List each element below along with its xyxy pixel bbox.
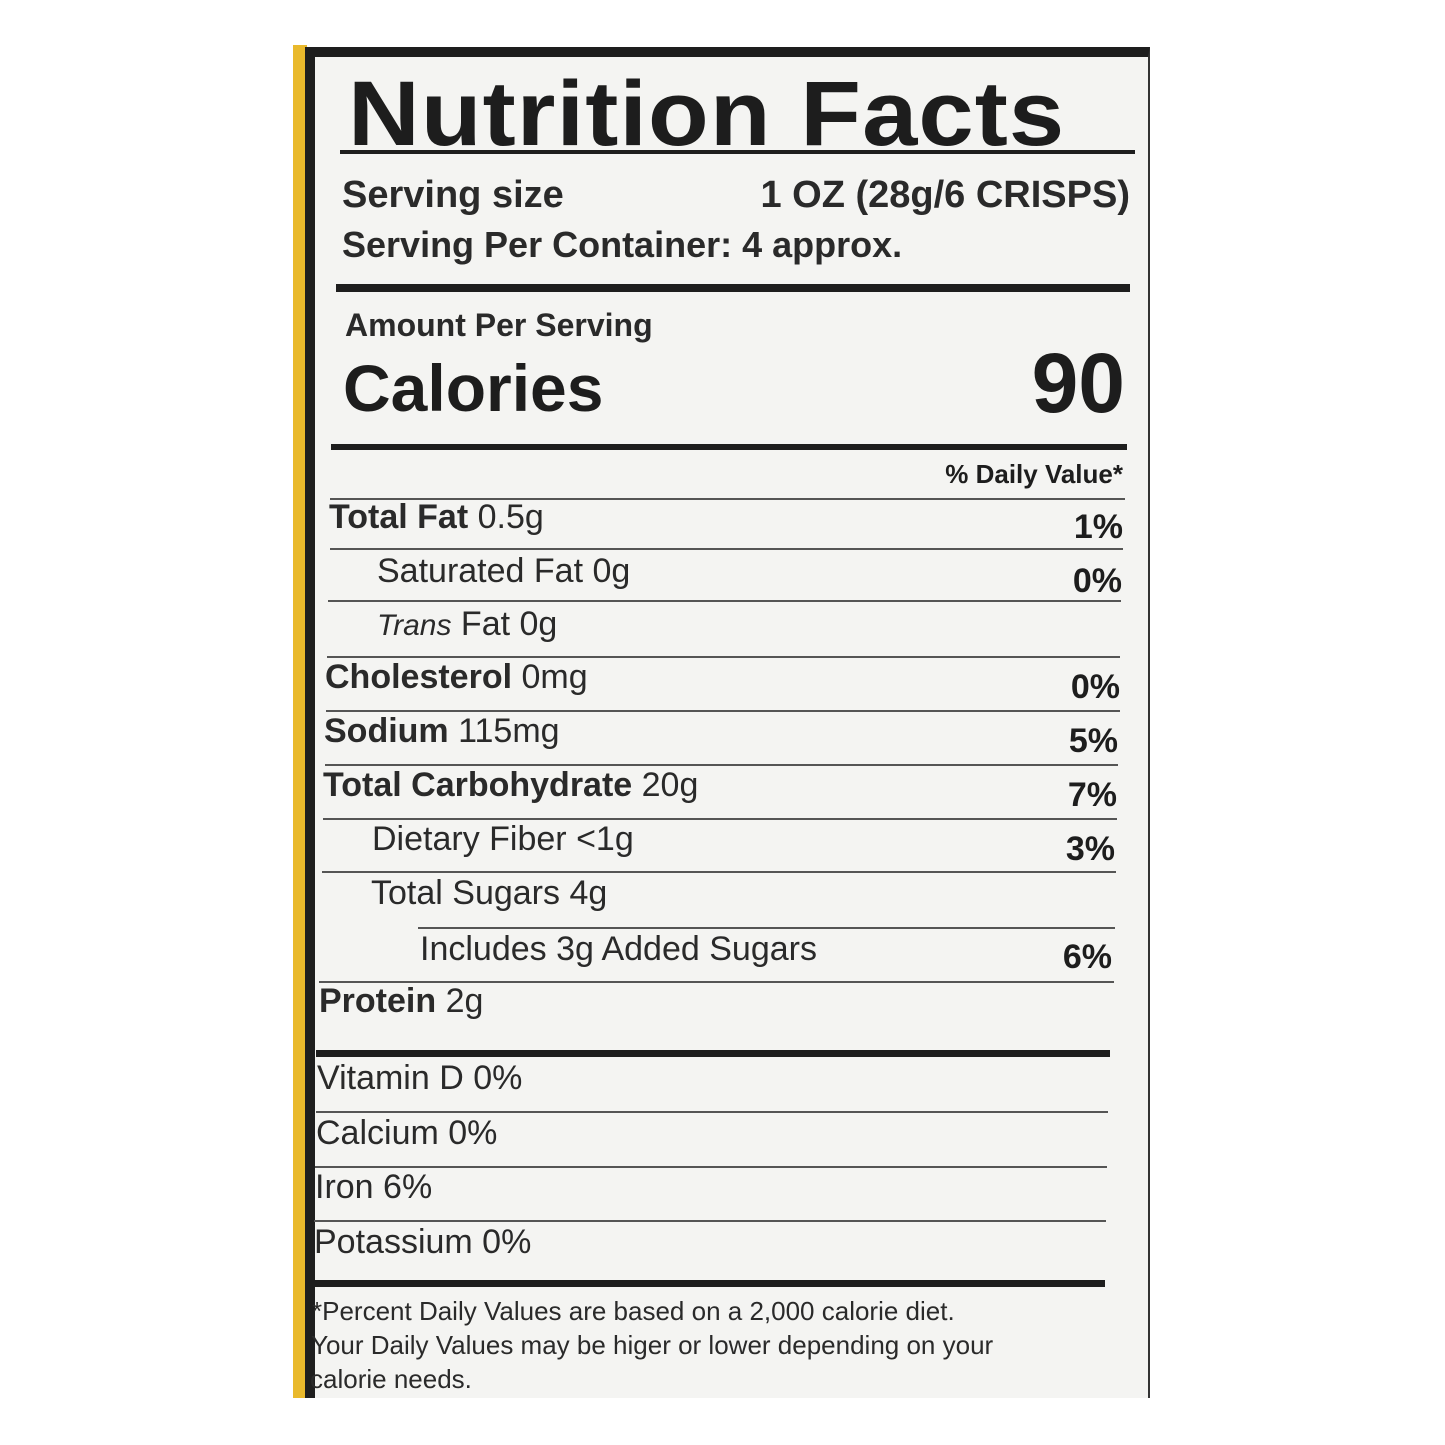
nutrient-amount: <1g	[576, 820, 634, 858]
dv-total-carbohydrate: 7%	[1067, 776, 1117, 814]
nutrient-amount: 4g	[569, 874, 608, 912]
servings-per-container: Serving Per Container: 4 approx.	[342, 224, 903, 265]
nutrient-row-total-fat: Total Fat 0.5g	[329, 498, 544, 537]
dv-cholesterol: 0%	[1070, 668, 1120, 706]
divider	[418, 927, 1115, 929]
nutrient-amount: Fat 0g	[460, 605, 558, 643]
divider	[340, 150, 1135, 154]
nutrient-name: Total Fat	[329, 498, 469, 536]
divider	[325, 764, 1118, 766]
divider	[316, 1111, 1108, 1113]
nutrient-row-added-sugars: Includes 3g Added Sugars	[420, 930, 817, 969]
dv-dietary-fiber: 3%	[1065, 830, 1115, 868]
nutrient-name: Dietary Fiber	[372, 820, 567, 858]
calories-value: 90	[1031, 336, 1125, 430]
footnote-line-2: Your Daily Values may be higer or lower …	[311, 1330, 994, 1360]
divider	[319, 981, 1114, 983]
thick-divider	[313, 1280, 1105, 1287]
dv-saturated-fat: 0%	[1072, 562, 1122, 600]
nutrient-row-sodium: Sodium 115mg	[324, 712, 560, 751]
nutrient-amount: 0.5g	[477, 498, 544, 536]
divider	[326, 710, 1120, 712]
thick-divider	[331, 444, 1127, 450]
nutrient-row-total-sugars: Total Sugars 4g	[371, 874, 607, 913]
nutrient-row-total-carbohydrate: Total Carbohydrate 20g	[323, 766, 698, 805]
thick-divider	[316, 1050, 1110, 1057]
amount-per-serving: Amount Per Serving	[345, 307, 653, 343]
divider	[315, 1166, 1107, 1168]
potassium: Potassium 0%	[314, 1223, 532, 1261]
nutrient-amount: 2g	[445, 982, 484, 1020]
calcium: Calcium 0%	[316, 1114, 498, 1152]
vitamin-d: Vitamin D 0%	[317, 1059, 523, 1097]
nutrient-name: Total Sugars	[371, 874, 560, 912]
nutrient-name: Total Carbohydrate	[323, 766, 633, 804]
nutrient-amount: 115mg	[458, 712, 560, 750]
serving-size-value: 1 OZ (28g/6 CRISPS)	[760, 174, 1130, 216]
divider	[327, 656, 1120, 658]
nutrient-amount: 20g	[641, 766, 699, 804]
label-title: Nutrition Facts	[348, 63, 1066, 165]
divider	[328, 600, 1121, 602]
thick-divider	[336, 284, 1130, 292]
nutrient-name: Sodium	[324, 712, 449, 750]
nutrient-amount: 0mg	[521, 658, 588, 696]
nutrient-row-trans-fat: Trans Fat 0g	[377, 605, 557, 644]
divider	[314, 1220, 1106, 1222]
nutrient-name: Cholesterol	[325, 658, 513, 696]
nutrition-label-panel	[305, 47, 1150, 1398]
divider	[330, 498, 1125, 500]
calories-label: Calories	[343, 351, 604, 425]
dv-total-fat: 1%	[1073, 508, 1123, 546]
nutrient-amount: 0g	[592, 552, 631, 590]
package-edge	[293, 45, 307, 1398]
footnote-line-3: calorie needs.	[310, 1364, 472, 1394]
nutrient-name: Saturated Fat	[377, 552, 584, 590]
dv-added-sugars: 6%	[1062, 938, 1112, 976]
divider	[330, 548, 1123, 550]
footnote-line-1: *Percent Daily Values are based on a 2,0…	[312, 1296, 955, 1326]
nutrient-name: Includes 3g Added Sugars	[420, 930, 817, 968]
serving-size-label: Serving size	[342, 174, 564, 216]
dv-sodium: 5%	[1068, 722, 1118, 760]
nutrient-row-protein: Protein 2g	[319, 982, 483, 1021]
iron: Iron 6%	[315, 1168, 433, 1206]
nutrient-name: Trans	[377, 609, 452, 642]
nutrient-name: Protein	[319, 982, 437, 1020]
nutrient-row-cholesterol: Cholesterol 0mg	[325, 658, 588, 697]
nutrient-row-saturated-fat: Saturated Fat 0g	[377, 552, 630, 591]
divider	[323, 818, 1117, 820]
nutrient-row-dietary-fiber: Dietary Fiber <1g	[372, 820, 634, 859]
daily-value-header: % Daily Value*	[945, 459, 1123, 489]
divider	[322, 871, 1116, 873]
